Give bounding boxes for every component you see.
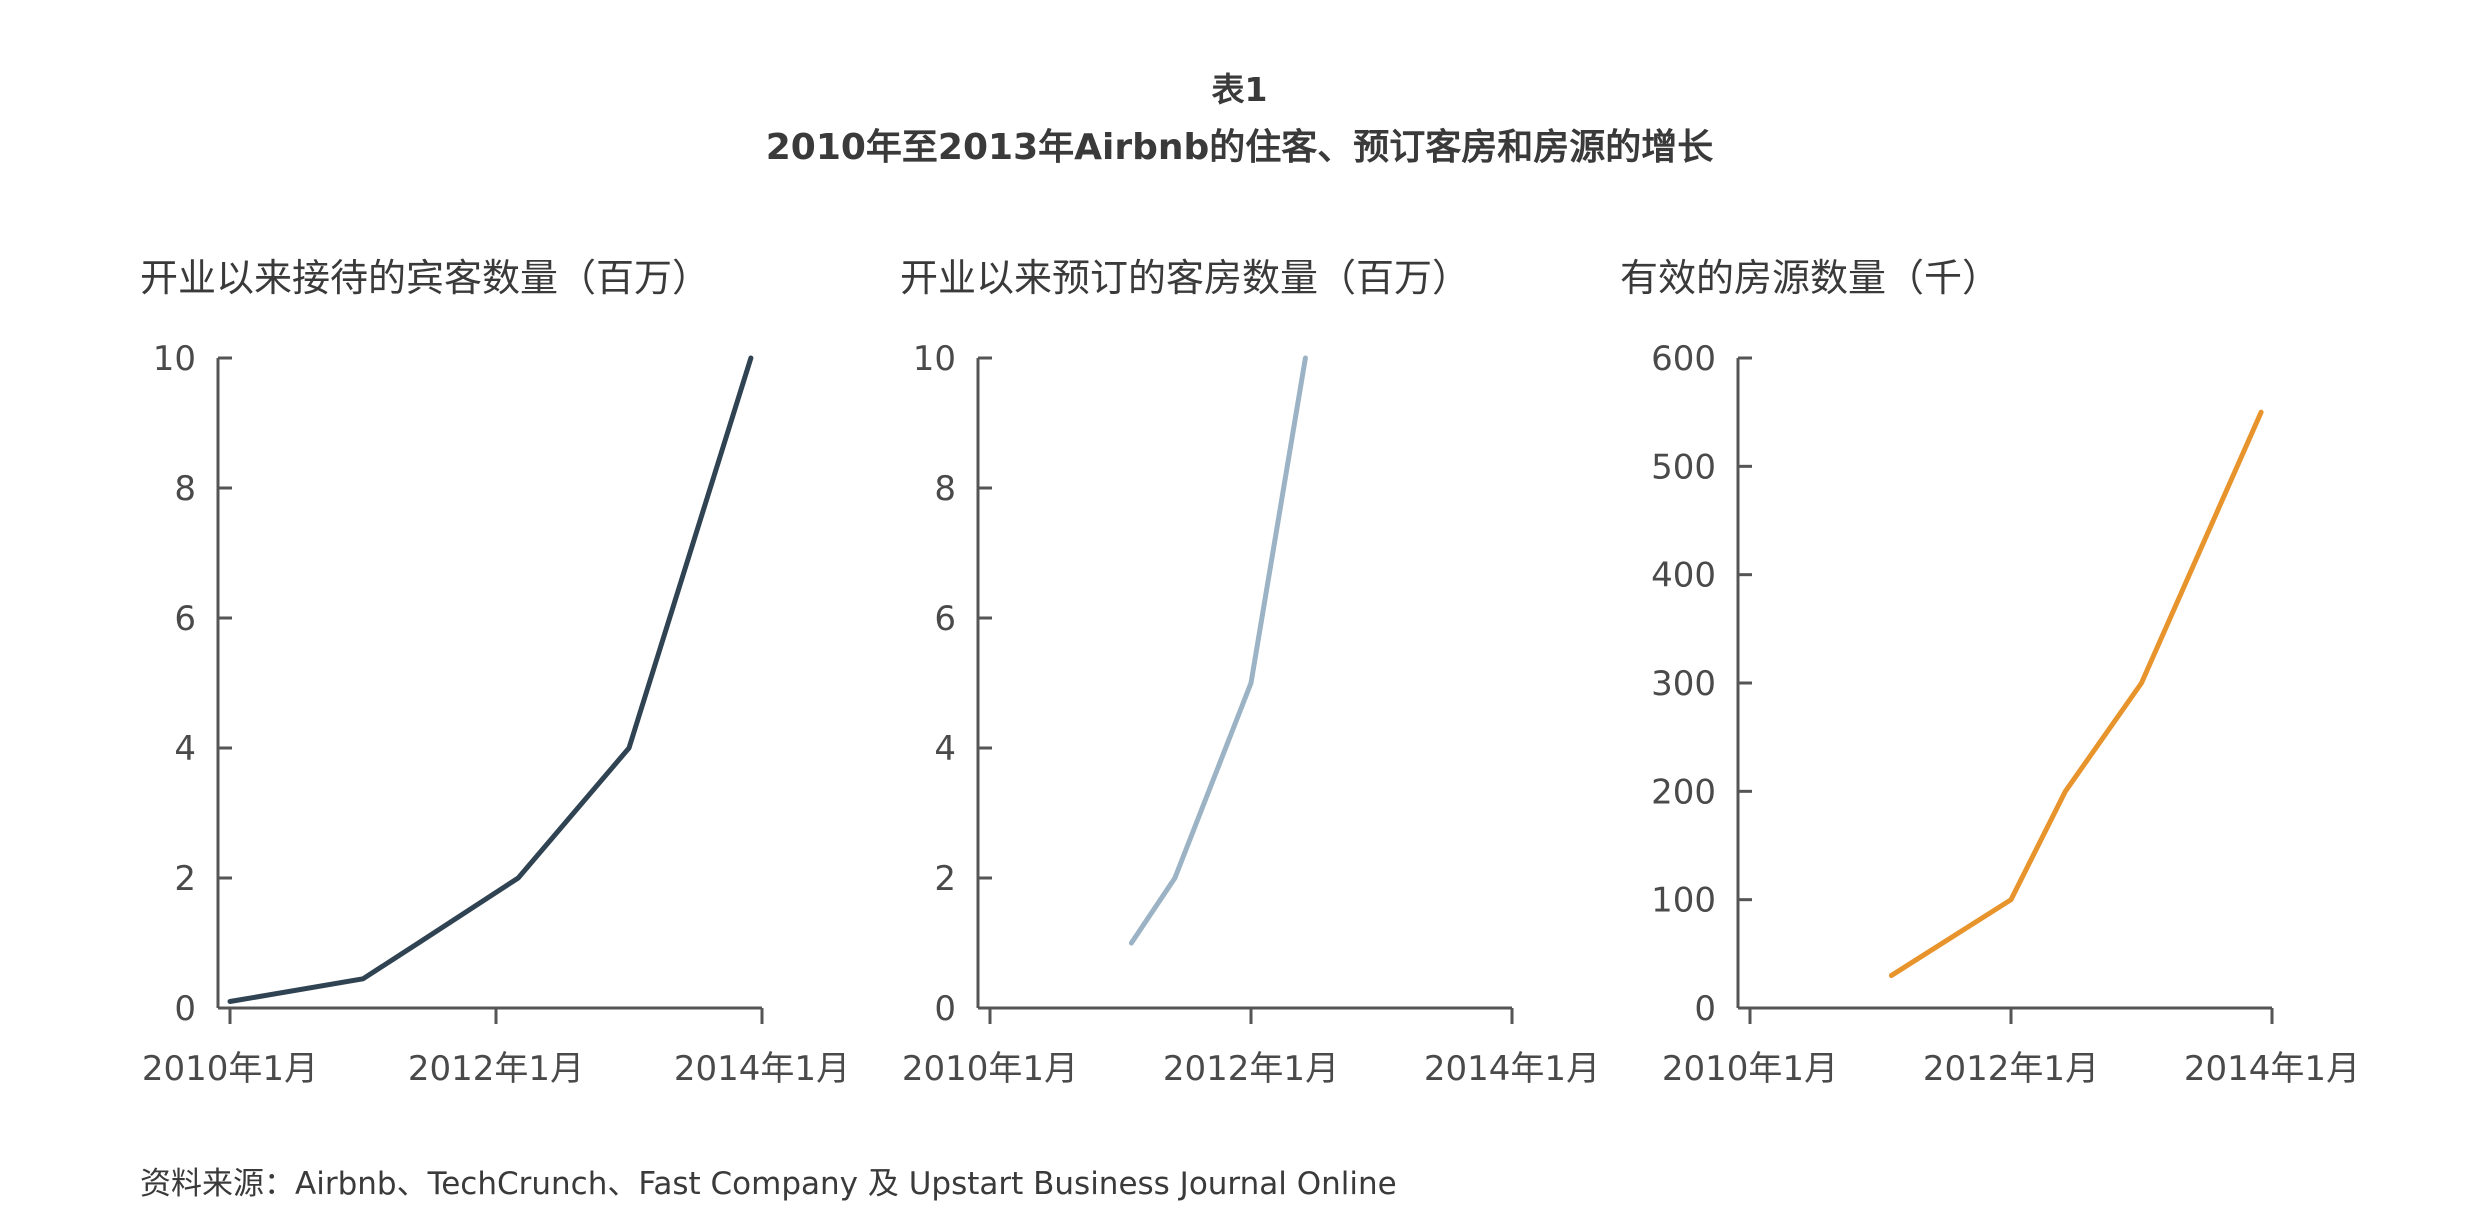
bookings-y-tick-label: 4 <box>934 729 956 769</box>
guests-series-line <box>227 355 754 1004</box>
guests-y-tick-label: 10 <box>153 339 196 379</box>
listings-x-tick-label: 2010年1月 <box>1662 1049 1838 1089</box>
listings-y-tick-label: 400 <box>1651 556 1716 596</box>
guests-y-tick-label: 2 <box>174 859 196 899</box>
source-note: 资料来源：Airbnb、TechCrunch、Fast Company 及 Up… <box>140 1166 1397 1202</box>
listings-y-tick-label: 0 <box>1694 989 1716 1029</box>
listings-x-tick-label: 2012年1月 <box>1923 1049 2099 1089</box>
listings-y-tick-label: 300 <box>1651 664 1716 704</box>
bookings-x-tick-label: 2010年1月 <box>902 1049 1078 1089</box>
bookings-y-tick-label: 0 <box>934 989 956 1029</box>
panel-title-guests: 开业以来接待的宾客数量（百万） <box>140 256 711 300</box>
listings-x-tick-label: 2014年1月 <box>2184 1049 2360 1089</box>
bookings-series-line <box>1128 355 1308 946</box>
panel-title-listings: 有效的房源数量（千） <box>1620 256 2001 300</box>
bookings-y-tick-label: 2 <box>934 859 956 899</box>
figure-heading: 表1 2010年至2013年Airbnb的住客、预订客房和房源的增长 <box>0 70 2479 170</box>
listings-y-tick-label: 200 <box>1651 772 1716 812</box>
figure-label: 表1 <box>1211 70 1268 109</box>
guests-y-tick-label: 6 <box>174 599 196 639</box>
panel-title-bookings: 开业以来预订的客房数量（百万） <box>900 256 1471 300</box>
listings-series-line <box>1888 409 2264 978</box>
guests-y-tick-label: 8 <box>174 469 196 509</box>
guests-y-tick-label: 0 <box>174 989 196 1029</box>
bookings-x-tick-label: 2014年1月 <box>1424 1049 1600 1089</box>
guests-x-tick-label: 2010年1月 <box>142 1049 318 1089</box>
bookings-y-tick-label: 8 <box>934 469 956 509</box>
listings-y-tick-label: 500 <box>1651 447 1716 487</box>
listings-y-tick-label: 100 <box>1651 881 1716 921</box>
figure-title: 2010年至2013年Airbnb的住客、预订客房和房源的增长 <box>765 127 1714 168</box>
guests-x-tick-label: 2012年1月 <box>408 1049 584 1089</box>
guests-y-tick-label: 4 <box>174 729 196 769</box>
bookings-y-tick-label: 10 <box>913 339 956 379</box>
listings-y-tick-label: 600 <box>1651 339 1716 379</box>
bookings-y-tick-label: 6 <box>934 599 956 639</box>
bookings-x-tick-label: 2012年1月 <box>1163 1049 1339 1089</box>
guests-x-tick-label: 2014年1月 <box>674 1049 850 1089</box>
